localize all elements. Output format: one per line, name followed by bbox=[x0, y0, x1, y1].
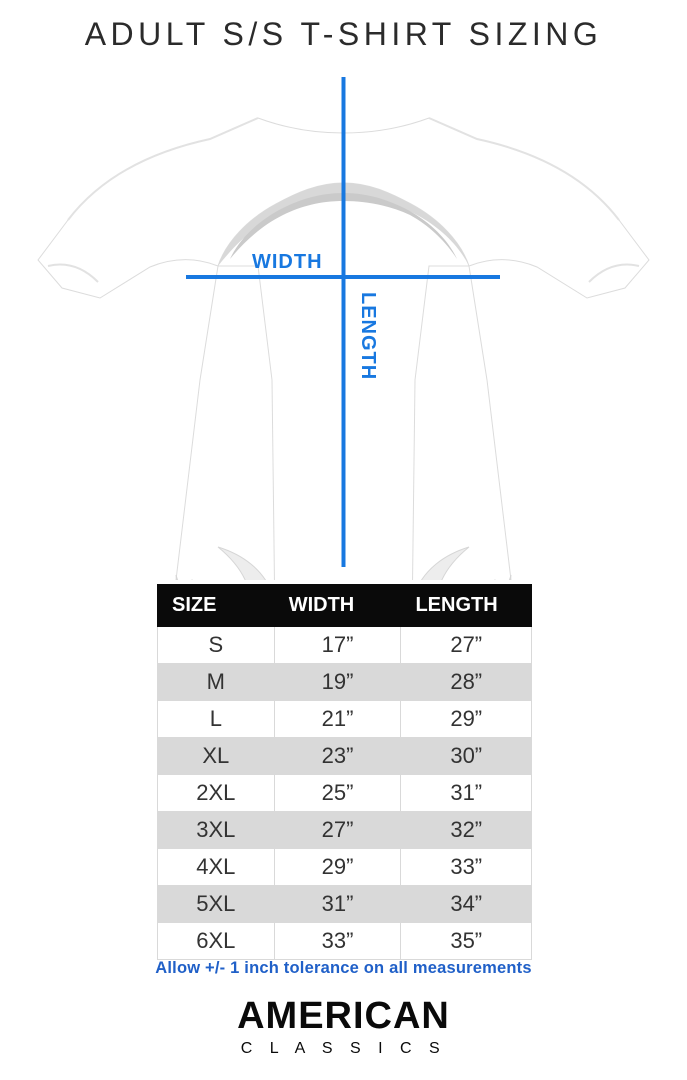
svg-text:LENGTH: LENGTH bbox=[357, 292, 379, 380]
svg-text:WIDTH: WIDTH bbox=[252, 251, 323, 273]
